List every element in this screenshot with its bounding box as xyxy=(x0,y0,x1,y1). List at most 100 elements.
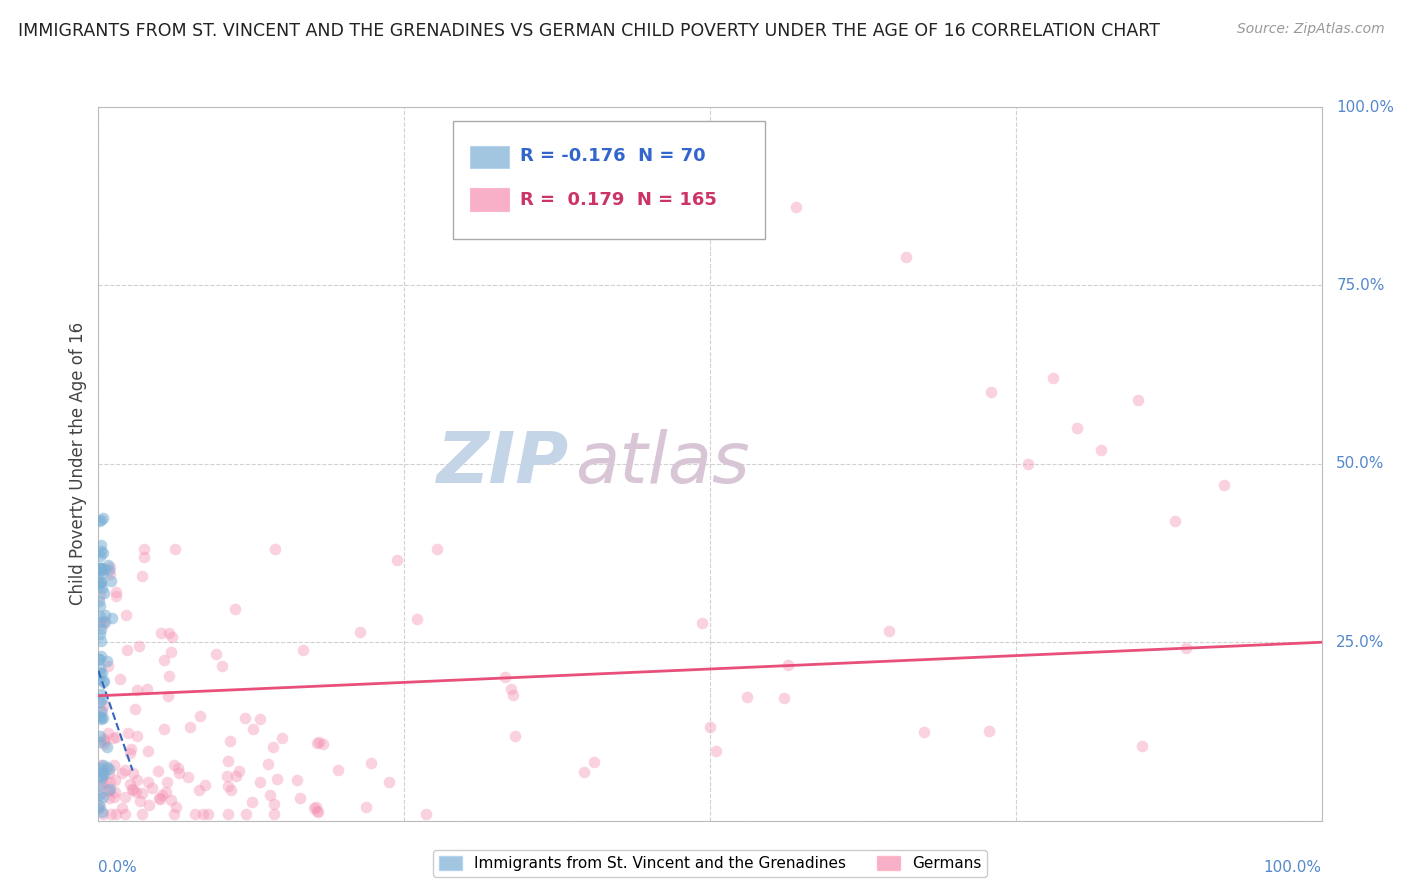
Point xyxy=(91,617,114,632)
Point xyxy=(160,645,183,659)
Point xyxy=(328,763,350,777)
Text: 100.0%: 100.0% xyxy=(1264,860,1322,875)
Point xyxy=(572,764,595,779)
Point xyxy=(131,786,153,800)
Y-axis label: Child Poverty Under the Age of 16: Child Poverty Under the Age of 16 xyxy=(69,322,87,606)
Point xyxy=(100,774,122,789)
Point xyxy=(217,779,239,793)
Point xyxy=(502,688,524,702)
Point xyxy=(97,784,120,798)
Point xyxy=(118,777,141,791)
Point xyxy=(90,712,112,726)
Point xyxy=(217,806,239,821)
Point xyxy=(89,665,111,680)
Point xyxy=(785,200,807,214)
Point xyxy=(90,691,112,706)
FancyBboxPatch shape xyxy=(470,188,509,211)
Point xyxy=(152,653,174,667)
Point xyxy=(773,690,796,705)
Point xyxy=(91,614,114,628)
Point xyxy=(690,615,713,630)
Point xyxy=(90,768,112,782)
Point xyxy=(167,761,190,775)
Point xyxy=(89,563,111,577)
Point xyxy=(1212,478,1234,492)
Point xyxy=(90,513,112,527)
Point xyxy=(91,758,114,772)
Point xyxy=(91,566,114,580)
Point xyxy=(228,764,250,779)
Point xyxy=(163,542,186,557)
Point xyxy=(111,765,134,780)
Point xyxy=(136,744,159,758)
Point xyxy=(103,758,125,772)
Point xyxy=(91,666,114,681)
Point xyxy=(93,586,115,600)
Point xyxy=(89,672,111,686)
Point xyxy=(148,764,170,778)
Point xyxy=(163,757,186,772)
Point xyxy=(89,778,111,792)
Point xyxy=(90,687,112,701)
Point xyxy=(89,695,111,709)
Point xyxy=(778,657,800,672)
Point xyxy=(877,624,900,639)
Point xyxy=(233,711,256,725)
Point xyxy=(98,762,121,776)
Point xyxy=(89,797,111,812)
Point xyxy=(980,385,1002,400)
Point xyxy=(121,782,143,797)
Point xyxy=(90,757,112,772)
Point xyxy=(305,800,328,814)
Point xyxy=(134,542,156,557)
Point xyxy=(103,790,125,805)
Point xyxy=(360,756,382,771)
Point xyxy=(184,806,207,821)
Point xyxy=(1066,421,1088,435)
Point xyxy=(912,725,935,739)
Point xyxy=(124,785,146,799)
Point xyxy=(87,652,110,666)
Point xyxy=(96,760,118,774)
Point xyxy=(259,788,281,802)
Point xyxy=(100,806,122,821)
Text: 100.0%: 100.0% xyxy=(1336,100,1395,114)
Point xyxy=(89,788,111,802)
Point xyxy=(302,801,325,815)
Point xyxy=(1132,739,1154,753)
Point xyxy=(90,561,112,575)
Point xyxy=(264,542,287,557)
Point xyxy=(91,764,114,779)
Point xyxy=(211,658,233,673)
Point xyxy=(98,567,121,582)
Point xyxy=(307,805,329,819)
Point xyxy=(91,704,114,718)
Point xyxy=(131,569,153,583)
Point xyxy=(104,784,127,798)
Point xyxy=(155,785,177,799)
Point xyxy=(128,639,150,653)
Point xyxy=(97,783,120,797)
Point xyxy=(115,607,138,622)
Point xyxy=(149,625,172,640)
Point xyxy=(188,783,211,797)
Point xyxy=(132,549,155,564)
Point xyxy=(87,594,110,608)
Text: 75.0%: 75.0% xyxy=(1336,278,1385,293)
Point xyxy=(117,726,139,740)
Text: atlas: atlas xyxy=(575,429,749,499)
Point xyxy=(1175,641,1198,656)
Text: R =  0.179  N = 165: R = 0.179 N = 165 xyxy=(520,191,717,209)
Point xyxy=(152,722,174,736)
Point xyxy=(499,682,522,697)
Point xyxy=(89,661,111,675)
Point xyxy=(308,734,330,748)
Point xyxy=(118,746,141,760)
Point xyxy=(117,643,139,657)
Point xyxy=(105,806,128,821)
Point xyxy=(131,806,153,821)
Point xyxy=(292,643,315,657)
Point xyxy=(179,720,201,734)
Point xyxy=(136,775,159,789)
Point xyxy=(307,805,329,820)
